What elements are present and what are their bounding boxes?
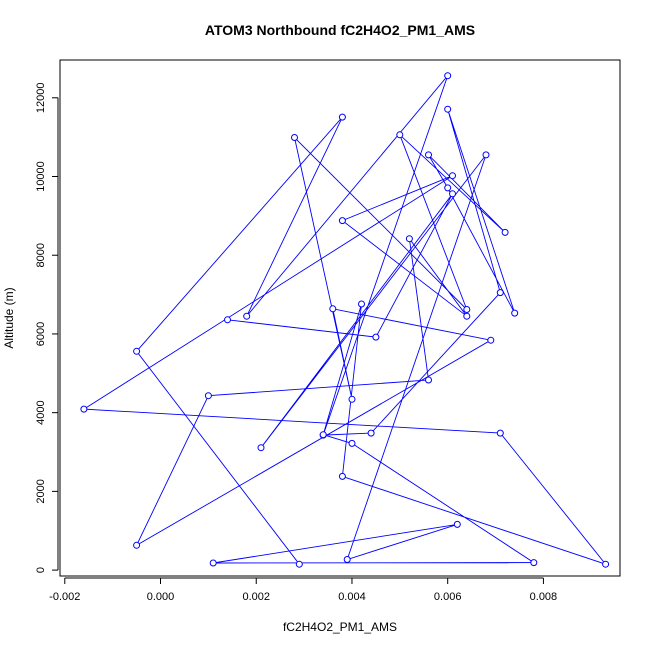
plot-frame <box>59 59 621 577</box>
data-point <box>444 184 452 192</box>
y-tick-label: 6000 <box>35 322 47 346</box>
y-axis: 0 2000 4000 6000 8000 10000 12000 <box>35 82 59 573</box>
x-tick-label: 0.008 <box>530 591 558 603</box>
y-tick-label: 2000 <box>35 479 47 503</box>
data-point <box>209 559 217 567</box>
data-point <box>405 235 413 243</box>
data-point <box>224 316 231 324</box>
data-point <box>295 560 303 568</box>
data-point <box>343 556 351 563</box>
data-point <box>602 560 610 568</box>
y-axis-label: Altitude (m) <box>2 287 16 348</box>
data-point <box>372 333 380 341</box>
data-point <box>530 559 538 567</box>
data-point <box>133 541 141 549</box>
x-tick-label: 0.006 <box>434 591 462 603</box>
data-point <box>511 309 519 317</box>
data-point <box>425 376 432 384</box>
data-point <box>463 306 471 313</box>
data-point <box>501 228 509 236</box>
data-point <box>449 172 456 180</box>
data-point <box>449 190 456 198</box>
y-tick-label: 0 <box>35 567 47 573</box>
chart-title: ATOM3 Northbound fC2H4O2_PM1_AMS <box>205 22 475 38</box>
x-tick-label: 0.000 <box>147 591 175 603</box>
x-tick-label: -0.002 <box>49 591 80 603</box>
x-axis: -0.002 0.000 0.002 0.004 0.006 0.008 <box>49 577 558 603</box>
data-point <box>338 113 346 121</box>
data-point <box>482 151 490 159</box>
y-tick-label: 10000 <box>35 161 47 192</box>
data-point <box>291 134 298 141</box>
data-point <box>329 305 337 313</box>
data-point <box>243 312 251 320</box>
data-point <box>348 439 356 447</box>
data-point <box>463 312 471 320</box>
data-point <box>80 405 88 413</box>
data-point <box>496 429 504 437</box>
data-point <box>444 72 452 80</box>
data-point <box>487 336 495 344</box>
x-tick-label: 0.002 <box>242 591 270 603</box>
data-point <box>348 395 356 403</box>
data-point <box>496 289 504 297</box>
data-point <box>396 131 404 139</box>
data-point <box>338 472 346 480</box>
data-point <box>133 347 141 355</box>
data-point <box>358 300 365 308</box>
x-axis-label: fC2H4O2_PM1_AMS <box>283 620 397 634</box>
data-point <box>425 151 432 159</box>
y-tick-label: 8000 <box>35 243 47 267</box>
data-point <box>257 444 265 452</box>
x-tick-label: 0.004 <box>338 591 366 603</box>
data-point <box>453 520 461 528</box>
series-layer <box>80 72 610 568</box>
data-point <box>204 392 212 400</box>
y-tick-label: 12000 <box>35 82 47 113</box>
data-point <box>444 105 452 113</box>
series-line <box>82 75 607 566</box>
data-point <box>367 429 375 437</box>
y-tick-label: 4000 <box>35 400 47 424</box>
data-point <box>338 217 346 225</box>
data-point <box>319 431 327 439</box>
